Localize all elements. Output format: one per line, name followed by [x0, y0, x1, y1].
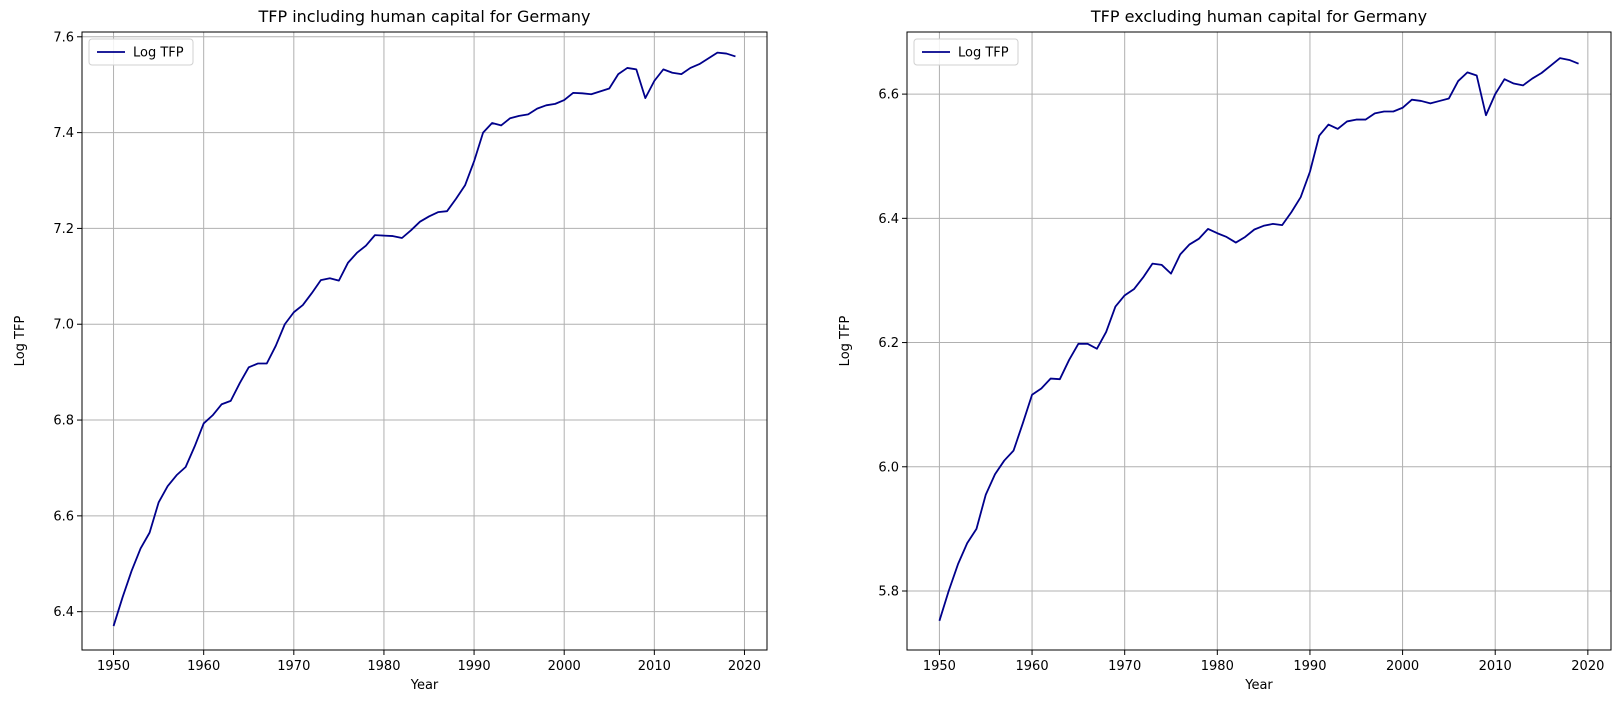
y-tick-label: 7.6	[53, 30, 74, 45]
x-tick-label: 2000	[548, 659, 581, 674]
y-tick-label: 6.4	[878, 212, 899, 227]
x-tick-label: 1970	[1108, 659, 1141, 674]
y-tick-label: 5.8	[878, 584, 899, 599]
x-tick-label: 1960	[187, 659, 220, 674]
legend-label: Log TFP	[958, 46, 1009, 61]
y-tick-label: 6.8	[53, 414, 74, 429]
y-tick-label: 7.2	[53, 222, 74, 237]
plot-frame	[906, 31, 1612, 651]
legend-box	[88, 38, 194, 66]
x-tick-label: 1950	[97, 659, 130, 674]
chart-panel-1: 1950 1960 1970 1980 1990 2000 2010 2020 6.4 6.6 6.…	[13, 7, 768, 693]
x-tick-label: 1960	[1016, 659, 1049, 674]
x-tick-label: 1990	[458, 659, 491, 674]
x-tick-label: 1980	[1201, 659, 1234, 674]
chart-title: TFP excluding human capital for Germany	[1090, 7, 1427, 26]
series-line	[112, 51, 736, 627]
x-tick-label: 2010	[638, 659, 671, 674]
legend-box	[913, 38, 1019, 66]
x-tick-label: 2000	[1386, 659, 1419, 674]
x-axis-label: Year	[410, 678, 439, 693]
x-tick-label: 1980	[367, 659, 400, 674]
legend-label: Log TFP	[133, 46, 184, 61]
chart-title: TFP including human capital for Germany	[258, 7, 591, 26]
x-tick-label: 1990	[1293, 659, 1326, 674]
x-tick-label: 1970	[277, 659, 310, 674]
x-tick-label: 1950	[923, 659, 956, 674]
y-tick-label: 6.6	[53, 509, 74, 524]
y-tick-label: 6.6	[878, 88, 899, 103]
y-axis-label: Log TFP	[838, 316, 853, 367]
plot-frame	[81, 31, 768, 651]
x-axis-label: Year	[1244, 678, 1273, 693]
y-tick-label: 7.4	[53, 126, 74, 141]
x-tick-label: 2010	[1479, 659, 1512, 674]
y-axis-label: Log TFP	[13, 316, 28, 367]
y-tick-label: 6.2	[878, 336, 899, 351]
series-line	[938, 57, 1579, 622]
y-tick-label: 6.4	[53, 605, 74, 620]
y-tick-label: 7.0	[53, 318, 74, 333]
chart-panel-2: 1950 1960 1970 1980 1990 2000 2010 2020 5.8 6.0 6.…	[838, 7, 1612, 693]
y-tick-label: 6.0	[878, 460, 899, 475]
x-tick-label: 2020	[1571, 659, 1604, 674]
x-tick-label: 2020	[728, 659, 761, 674]
